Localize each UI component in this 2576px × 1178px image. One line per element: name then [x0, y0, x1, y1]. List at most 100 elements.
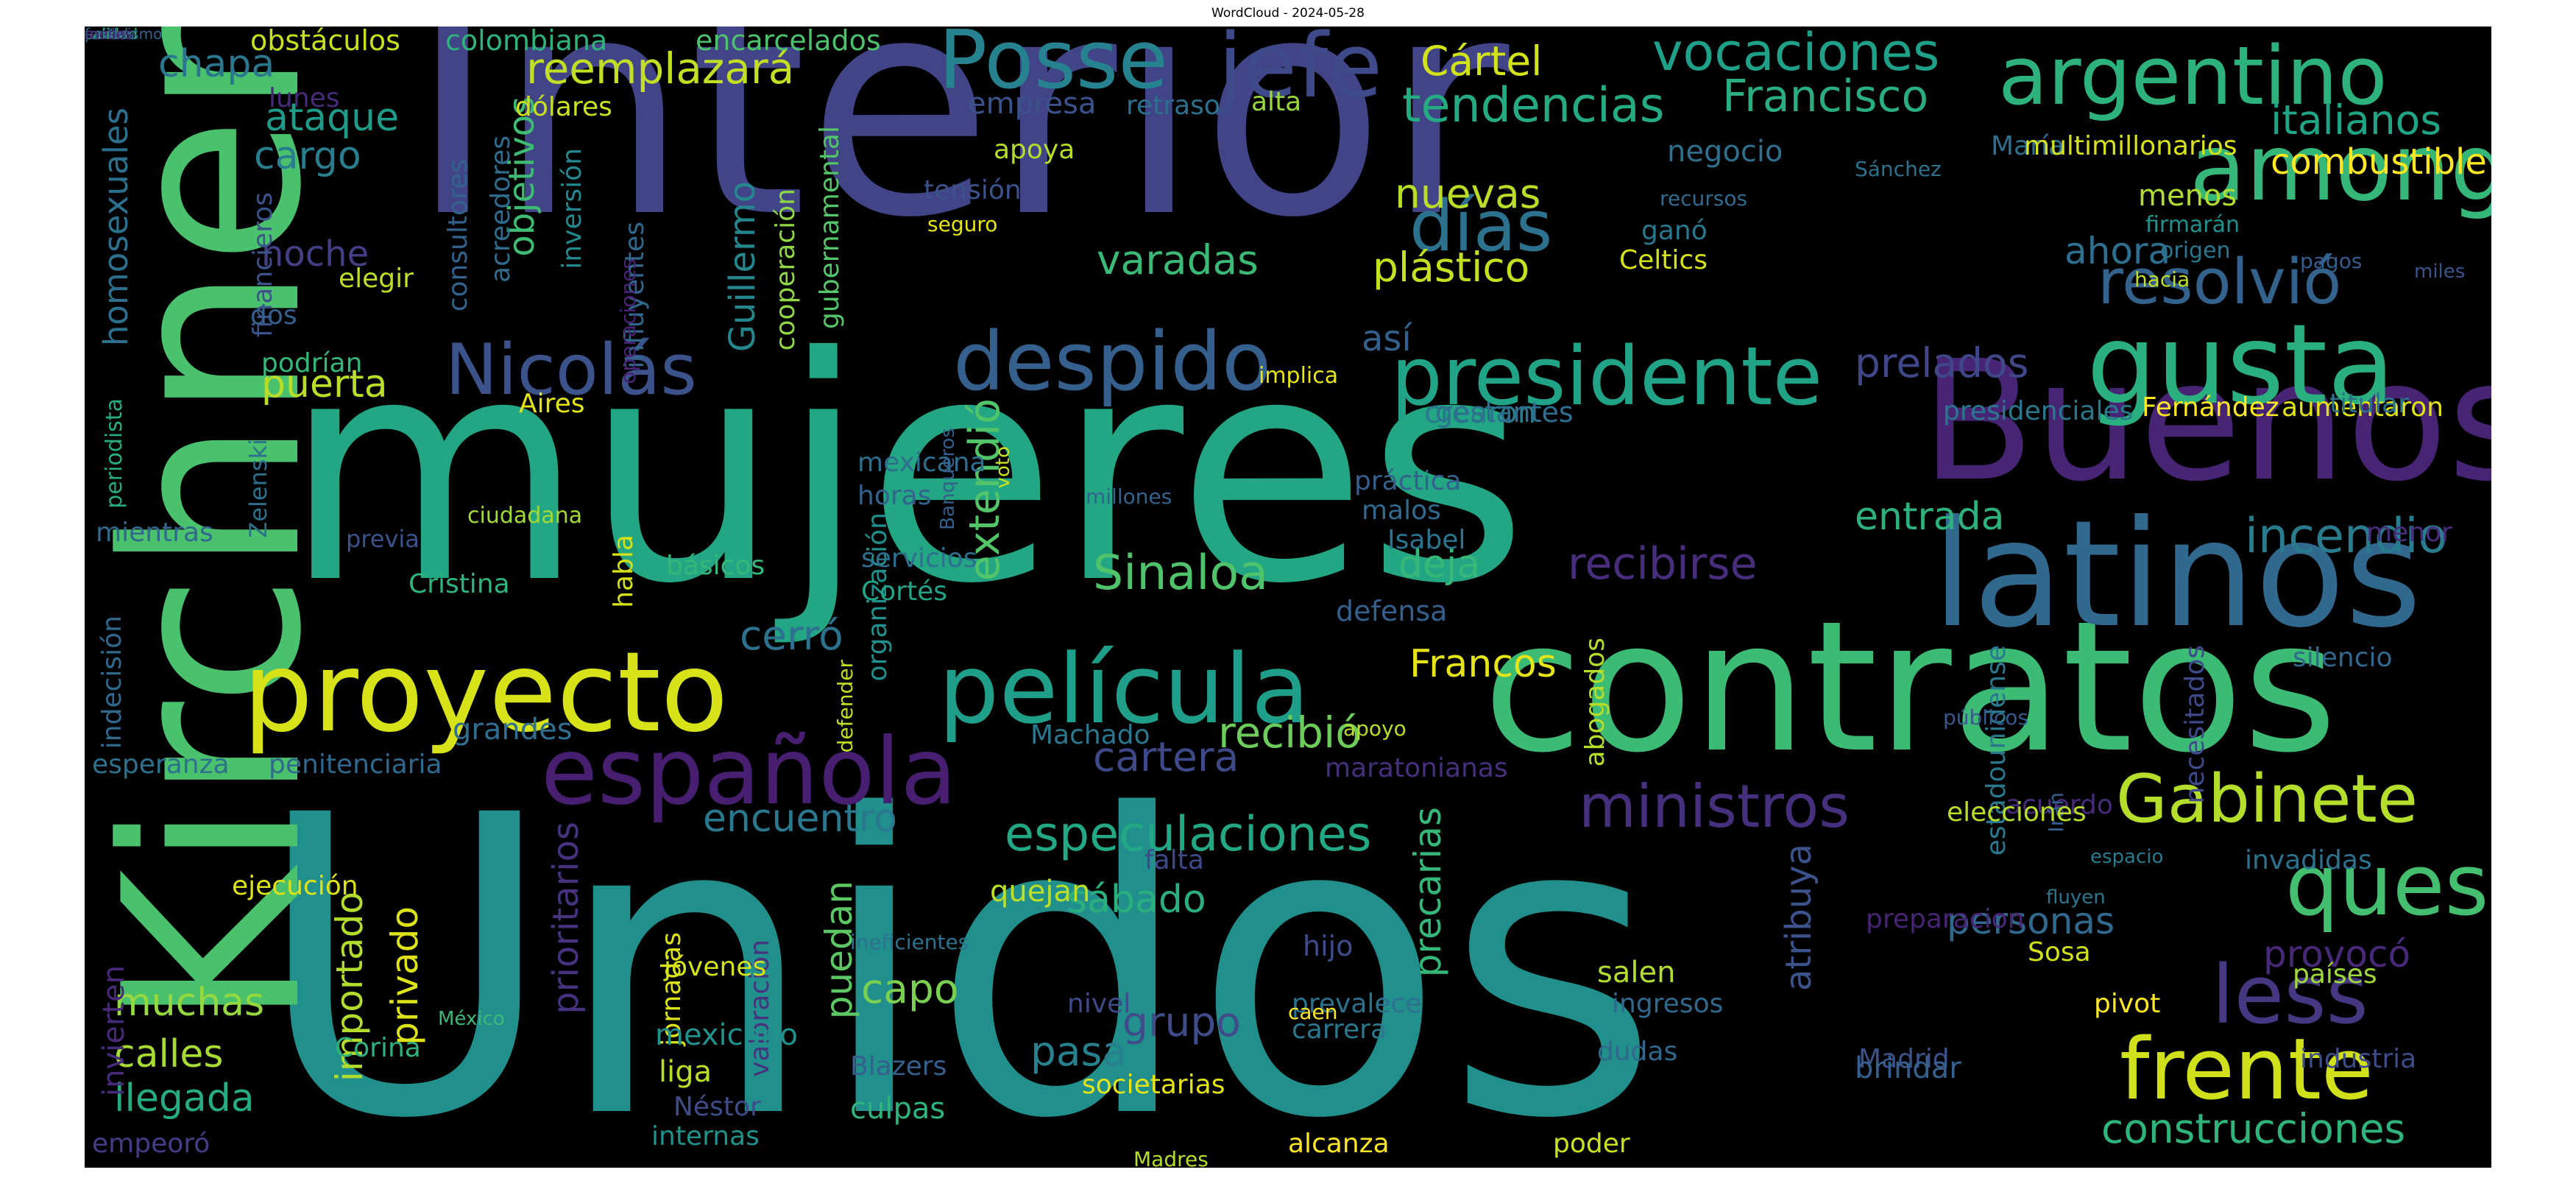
word-práctica: práctica [1354, 466, 1462, 496]
word-necesitados: necesitados [2180, 645, 2210, 804]
word-mujeres: mujeres [283, 292, 1529, 652]
word-cártel: Cártel [1420, 38, 1543, 85]
word-nivel: nivel [1067, 989, 1131, 1019]
word-argentino: argentino [1998, 29, 2388, 123]
word-esperanza: esperanza [92, 750, 230, 780]
word-queso: queso [2285, 836, 2491, 935]
word-latinos: latinos [1932, 489, 2422, 660]
word-empeoró: empeoró [92, 1129, 210, 1159]
word-celtics: Celtics [1619, 245, 1708, 275]
word-resolvió: resolvió [2098, 246, 2342, 319]
word-habla: habla [609, 535, 639, 608]
word-ineficientes: ineficientes [850, 930, 969, 954]
word-chapa: chapa [158, 42, 275, 86]
word-ciudadana: ciudadana [467, 503, 583, 529]
word-sábado: sábado [1067, 878, 1206, 922]
word-colombiana: colombiana [445, 27, 608, 57]
word-miles: miles [2414, 261, 2466, 283]
word-corina: Corina [335, 1033, 421, 1063]
word-titular: titular [2329, 389, 2409, 419]
word-anillos: anillos [85, 27, 132, 43]
word-cristina: Cristina [408, 569, 510, 599]
word-seguro: seguro [927, 212, 998, 236]
word-recibió: recibió [1218, 708, 1362, 758]
word-públicos: públicos [1943, 705, 2028, 730]
word-madres: Madres [1133, 1147, 1209, 1168]
word-culpas: culpas [850, 1092, 946, 1126]
word-francisco: Francisco [1722, 71, 1929, 122]
word-interior: Interior [408, 27, 1510, 283]
word-pagos: pagos [2300, 249, 2363, 273]
word-inversión: inversión [557, 148, 587, 269]
word-noche: noche [261, 233, 369, 275]
word-meses: meses [85, 27, 132, 43]
word-obstáculos: obstáculos [250, 27, 400, 57]
word-quejan: quejan [990, 875, 1091, 909]
word-menor: menor [2366, 518, 2452, 548]
word-maría: María [1991, 131, 2064, 161]
word-precarias: precarias [1406, 807, 1449, 978]
word-previa: previa [346, 525, 420, 553]
word-pasa: pasa [1030, 1028, 1127, 1075]
word-podrían: podrían [261, 348, 363, 378]
word-saber: saber [85, 27, 126, 43]
word-preparacion: preparacion [1866, 904, 2025, 934]
word-prevalece: prevalece [1292, 989, 1422, 1019]
word-peronismo: peronismo [85, 27, 163, 43]
word-brindar: brindar [1855, 1051, 1961, 1085]
word-francos: Francos [1409, 642, 1557, 686]
word-grandes: grandes [453, 713, 573, 747]
word-maratonianas: maratonianas [1325, 753, 1508, 783]
word-servicios: servicios [861, 543, 977, 574]
word-liga: liga [659, 1055, 712, 1089]
word-alta: alta [1251, 87, 1302, 117]
word-encuentro: encuentro [703, 797, 897, 841]
word-silencio: silencio [2293, 643, 2393, 673]
word-varadas: varadas [1097, 236, 1259, 283]
word-sánchez: Sánchez [1855, 157, 1942, 181]
word-buenos: Buenos [1921, 325, 2491, 518]
wordcloud-canvas: Unidos mujeres Interior Kirchner contratos Bu… [85, 27, 2491, 1168]
word-llegada: llegada [114, 1076, 255, 1121]
word-mexicano: mexicano [655, 1018, 798, 1052]
word-unidos: Unidos [254, 729, 1660, 1168]
word-nuevas: nuevas [1395, 170, 1541, 217]
word-dudas: dudas [1597, 1037, 1678, 1067]
word-personas: personas [1947, 900, 2115, 942]
word-calles: calles [114, 1032, 224, 1076]
word-reemplazará: reemplazará [526, 43, 795, 94]
word-invierten: invierten [97, 965, 131, 1096]
word-societarias: societarias [1082, 1070, 1225, 1100]
word-combustible: combustible [2271, 141, 2487, 183]
word-lunes: lunes [269, 83, 340, 113]
word-blazers: Blazers [850, 1051, 947, 1082]
word-ahora: ahora [2064, 230, 2171, 272]
word-grupo: grupo [1122, 998, 1241, 1045]
word-retraso: retraso [1126, 91, 1220, 121]
word-aumentaron: aumentaron [2282, 392, 2444, 423]
word-origen: origen [2160, 238, 2231, 264]
word-zelenski: Zelenski [244, 439, 272, 538]
word-industria: industria [2300, 1044, 2417, 1074]
word-machado: Machado [1030, 720, 1150, 750]
word-incendio: incendio [2245, 509, 2448, 564]
word-privado: privado [383, 906, 426, 1045]
word-isabel: Isabel [1387, 525, 1466, 555]
word-película: película [938, 633, 1310, 745]
word-presidenciales: presidenciales [1943, 396, 2134, 426]
word-días: días [1409, 186, 1553, 267]
word-among: among [2190, 115, 2491, 222]
word-recibirse: recibirse [1568, 538, 1758, 590]
word-caen: caen [1288, 1000, 1338, 1024]
word-guillermo: Guillermo [722, 181, 763, 353]
word-cartera: cartera [1093, 733, 1239, 780]
word-tendencias: tendencias [1402, 78, 1665, 133]
word-ataque: ataque [265, 96, 400, 140]
word-ejecución: ejecución [232, 871, 358, 901]
word-construcciones: construcciones [2101, 1105, 2406, 1152]
word-mexicana: mexicana [857, 448, 986, 478]
word-empresa: empresa [968, 87, 1097, 121]
word-sinaloa: Sinaloa [1093, 546, 1269, 601]
word-partido: partido [85, 27, 138, 43]
word-espacio: espacio [2090, 846, 2164, 868]
